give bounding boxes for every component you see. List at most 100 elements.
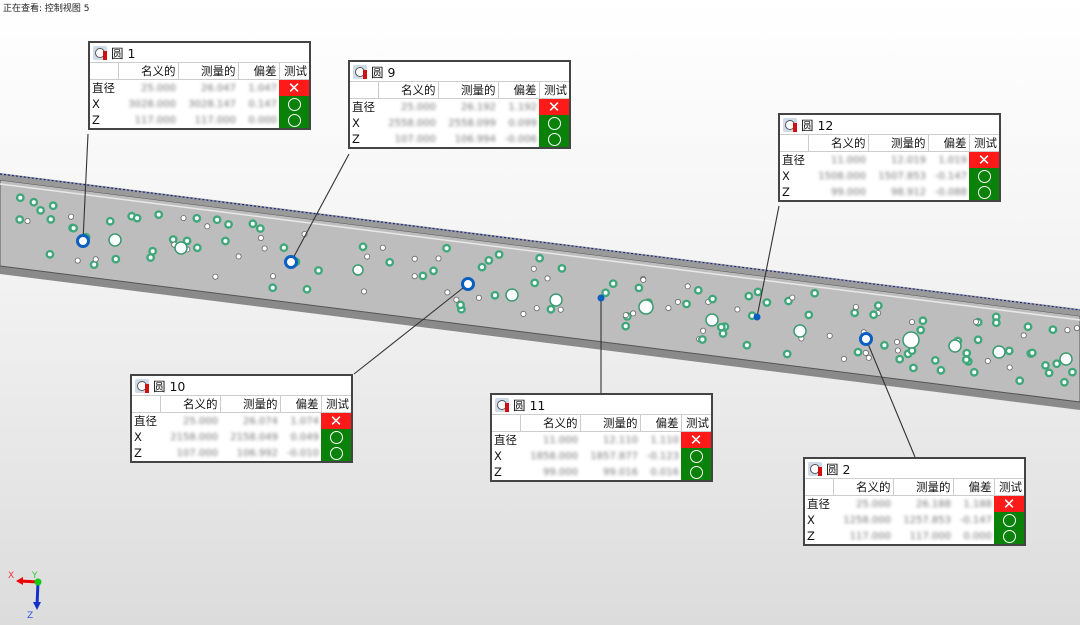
measured-hole [930,355,940,365]
measured-hole [1060,377,1069,387]
feature-marker-c10[interactable] [461,277,475,291]
feature-marker-c12[interactable] [753,313,761,321]
holes-group [15,193,1080,387]
callout-c2[interactable]: 圆 2 名义的 测量的 偏差 测试 直径 25.000 26.188 1.188 ✕ X… [803,457,1026,546]
test-pass-cell [969,168,999,184]
row-label: X [782,169,790,183]
circle-ok-icon [977,186,991,199]
col-header-test: 测试 [968,135,999,152]
measured-hole [69,223,79,233]
hole [411,255,418,262]
measured-hole [46,214,56,224]
deviation-value: 0.016 [650,466,679,478]
feature-marker-c11[interactable] [597,294,605,302]
measured-hole [477,262,487,272]
test-pass-cell [994,512,1024,528]
test-fail-cell: ✕ [681,431,711,448]
measured-value: 26.188 [916,498,951,510]
row-label: Z [782,185,790,199]
hole [435,255,442,262]
nominal-value: 2558.000 [388,117,436,129]
measured-hole [105,216,115,226]
feature-marker-c2[interactable] [859,332,873,346]
measured-hole [693,285,703,295]
callout-c9[interactable]: 圆 9 名义的 测量的 偏差 测试 直径 25.000 26.192 1.192 ✕ X… [348,60,571,149]
feature-marker-c1[interactable] [76,234,90,248]
measured-hole [456,300,465,310]
leader-line-c10 [353,283,469,375]
hole [74,257,81,264]
measured-hole [869,310,878,320]
row-label: X [134,430,142,444]
table-header-row: 名义的 测量的 偏差 测试 [132,396,351,413]
hole [557,306,564,313]
hole [894,347,901,354]
test-pass-cell [321,445,351,461]
table-row: 直径 11.000 12.019 1.019 ✕ [780,151,999,168]
circle-ok-icon [329,431,343,444]
cross-icon: ✕ [977,151,991,168]
hole [1020,332,1027,339]
measured-hole [918,316,928,326]
large-hole [948,339,962,353]
hole [1064,327,1071,334]
row-label: Z [134,446,142,460]
col-header-deviation: 偏差 [952,479,994,496]
nominal-value: 117.000 [849,530,891,542]
hole [212,273,219,280]
col-header-nominal: 名义的 [117,63,178,80]
measured-hole [810,288,820,298]
table-header-row: 名义的 测量的 偏差 测试 [350,82,569,99]
hole [364,253,371,260]
table-row: X 1508.000 1507.853 -0.147 [780,168,999,184]
callout-c11[interactable]: 圆 11 名义的 测量的 偏差 测试 直径 11.000 12.110 1.110 ✕ … [490,393,713,482]
hole [360,288,367,295]
deviation-value: 1.047 [248,82,277,94]
hole [411,273,418,280]
col-header-measured: 测量的 [892,479,953,496]
callout-table: 名义的 测量的 偏差 测试 直径 11.000 12.110 1.110 ✕ X 18… [492,415,711,480]
deviation-value: 0.000 [248,114,277,126]
measured-value: 106.994 [454,133,496,145]
row-label: X [807,513,815,527]
measured-hole [753,287,763,297]
circle-ok-icon [689,466,703,479]
col-header-test: 测试 [538,82,569,99]
callout-c10[interactable]: 圆 10 名义的 测量的 偏差 测试 直径 25.000 26.074 1.074 ✕ … [130,374,353,463]
large-hole [902,331,920,349]
hole [973,318,980,325]
table-row: 直径 25.000 26.074 1.074 ✕ [132,412,351,429]
large-hole [549,293,563,307]
col-header-test: 测试 [320,396,351,413]
deviation-value: 1.192 [508,101,537,113]
callout-header: 圆 12 [780,115,999,135]
hole [180,215,187,222]
test-pass-cell [539,131,569,147]
measured-hole [744,291,754,301]
measured-hole [1041,360,1050,370]
callout-c12[interactable]: 圆 12 名义的 测量的 偏差 测试 直径 11.000 12.019 1.019 ✕ … [778,113,1001,202]
callout-title: 圆 10 [153,379,186,394]
measured-value: 12.019 [891,154,926,166]
measured-value: 1257.853 [903,514,951,526]
nominal-value: 11.000 [543,434,578,446]
circle-ok-icon [547,133,561,146]
measured-hole [48,201,58,211]
large-hole [108,233,122,247]
col-header-label [492,415,520,432]
measured-hole [1015,376,1025,386]
measured-hole [154,210,164,220]
measured-hole [530,278,540,288]
feature-marker-c9[interactable] [284,255,298,269]
col-header-test: 测试 [278,63,309,80]
col-header-label [350,82,378,99]
col-header-measured: 测量的 [579,415,640,432]
row-label: X [352,116,360,130]
test-fail-cell: ✕ [969,151,999,168]
large-hole [638,299,654,315]
nominal-value: 3028.000 [128,98,176,110]
large-hole [992,345,1006,359]
deviation-value: -0.147 [959,514,992,526]
callout-c1[interactable]: 圆 1 名义的 测量的 偏差 测试 直径 25.000 26.047 1.047 ✕ X… [88,41,311,130]
